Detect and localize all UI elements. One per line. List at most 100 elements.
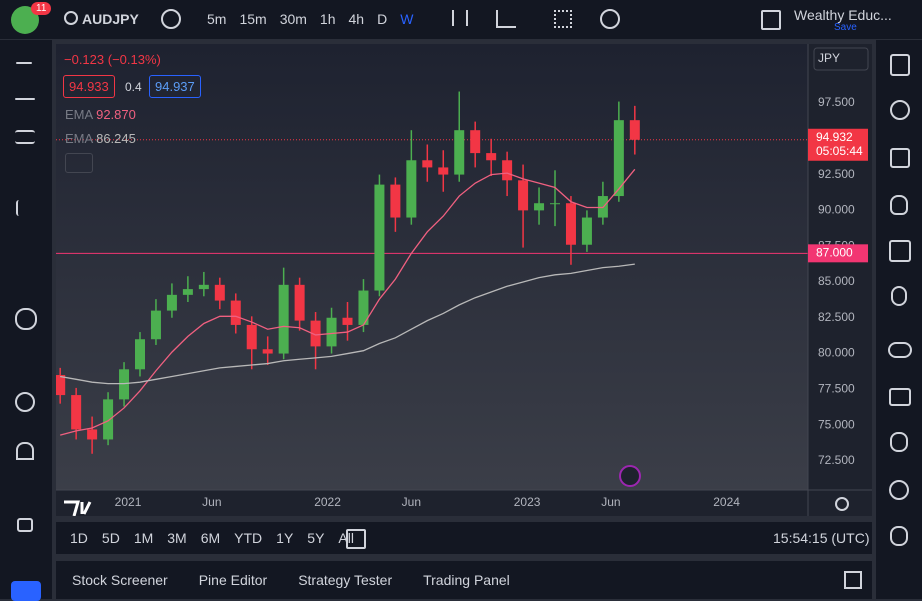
x-tick-label: 2021 xyxy=(115,495,142,509)
ema-value: 92.870 xyxy=(96,107,136,122)
indicators[interactable] xyxy=(496,10,516,28)
y-tick-label: 85.000 xyxy=(818,274,855,288)
clock: 15:54:15 (UTC) xyxy=(773,530,870,546)
candle-body xyxy=(390,184,401,218)
candle-body xyxy=(565,203,576,245)
interval[interactable]: 1h xyxy=(319,11,336,27)
ema-line xyxy=(60,263,635,385)
panel-tab[interactable]: Strategy Tester xyxy=(298,572,393,588)
y-tick-label: 80.000 xyxy=(818,346,855,360)
panel-tab[interactable]: Pine Editor xyxy=(198,572,268,588)
candle-body xyxy=(486,153,497,161)
range[interactable]: YTD xyxy=(234,530,263,546)
range[interactable]: 3M xyxy=(167,530,187,546)
panel: Stock Screener Pine Editor Strategy Tester… xyxy=(56,561,872,599)
y-tick-label: 77.500 xyxy=(818,382,855,396)
price-tag xyxy=(808,128,868,161)
layout-name[interactable]: Wealthy Educ... xyxy=(794,7,892,23)
candle-body xyxy=(454,130,465,175)
top-toolbar: 11 AUDJPY 5m 15m 30m 1h 4h D W Wealthy Educ...… xyxy=(0,0,922,40)
ema-name: EMA xyxy=(65,131,93,146)
candle-body xyxy=(470,130,481,154)
candle-body xyxy=(581,217,592,245)
badge: 11 xyxy=(31,2,52,15)
fullscreen[interactable] xyxy=(761,10,781,30)
collapse-legend[interactable] xyxy=(65,153,93,173)
plot xyxy=(56,91,808,454)
currency: JPY xyxy=(818,51,840,65)
change: −0.123 (−0.13%) xyxy=(64,52,161,67)
candle-body xyxy=(326,317,337,347)
candle-body xyxy=(502,160,513,181)
interval[interactable]: 30m xyxy=(279,11,307,27)
price-axis xyxy=(808,44,872,516)
candle-body xyxy=(119,369,130,400)
ema-legend: EMA 92.870 xyxy=(65,107,136,122)
search-icon xyxy=(64,11,78,25)
range[interactable]: 5Y xyxy=(307,530,325,546)
symbol[interactable]: AUDJPY xyxy=(82,11,139,27)
range[interactable]: 6M xyxy=(200,530,221,546)
price-tag-label: 94.932 xyxy=(816,130,853,144)
x-tick-label: 2022 xyxy=(314,495,341,509)
chart-type[interactable] xyxy=(452,10,468,26)
bottom-bar: 1D 5D 1M 3M 6M YTD 1Y 5Y All 15:54:15 (UTC) xyxy=(56,522,872,554)
ranges: 1D 5D 1M 3M 6M YTD 1Y 5Y All xyxy=(70,530,354,546)
time-axis xyxy=(56,490,808,516)
candle-body xyxy=(438,167,449,175)
spread: 0.4 xyxy=(125,80,142,94)
maximize[interactable] xyxy=(844,571,862,589)
x-tick-label: Jun xyxy=(202,495,221,509)
candle-body xyxy=(518,180,529,211)
y-tick-label: 90.000 xyxy=(818,203,855,217)
panel-tab[interactable]: Stock Screener xyxy=(72,572,168,588)
interval[interactable]: W xyxy=(400,11,414,27)
candle-body xyxy=(310,320,321,347)
alert[interactable] xyxy=(600,9,620,29)
candle-body xyxy=(613,120,624,197)
interval[interactable]: 15m xyxy=(239,11,267,27)
plot-area xyxy=(56,44,808,490)
interval[interactable]: D xyxy=(377,11,388,27)
interval[interactable]: 4h xyxy=(348,11,365,27)
panel-tabs: Stock Screener Pine Editor Strategy Tester… xyxy=(72,572,510,588)
interval[interactable]: 5m xyxy=(207,11,227,27)
sell-price[interactable]: 94.933 xyxy=(63,75,115,98)
panel-tab[interactable]: Trading Panel xyxy=(423,572,510,588)
tv-logo xyxy=(64,500,92,516)
candle-body xyxy=(629,120,640,140)
candle-body xyxy=(422,160,433,168)
ema-line xyxy=(60,168,636,436)
candle-body xyxy=(358,290,369,325)
right-toolbar xyxy=(876,40,922,599)
event-icon[interactable] xyxy=(619,465,641,487)
candle-body xyxy=(246,324,257,350)
y-tick-label: 97.500 xyxy=(818,95,855,109)
candle-body xyxy=(262,349,273,354)
left-toolbar xyxy=(0,40,52,601)
layouts[interactable] xyxy=(554,10,572,28)
x-tick-label: 2023 xyxy=(514,495,541,509)
buy-price[interactable]: 94.937 xyxy=(149,75,201,98)
candle-body xyxy=(294,284,305,321)
y-tick-label: 92.500 xyxy=(818,167,855,181)
x-tick-label: Jun xyxy=(601,495,620,509)
candle-body xyxy=(534,203,545,211)
settings[interactable] xyxy=(835,497,849,511)
save[interactable]: Save xyxy=(834,22,857,33)
y-tick-label: 72.500 xyxy=(818,453,855,467)
range[interactable]: 5D xyxy=(101,530,120,546)
add-symbol[interactable] xyxy=(161,9,181,29)
x-tick-label: 2024 xyxy=(713,495,740,509)
intervals: 5m 15m 30m 1h 4h D W xyxy=(207,11,413,27)
range[interactable]: 1Y xyxy=(276,530,294,546)
chart: JPY 72.500 75.000 77.500 80.000 82.500 85.000… xyxy=(56,44,872,516)
goto-date[interactable] xyxy=(346,529,366,549)
candle-body xyxy=(230,300,241,325)
range[interactable]: 1D xyxy=(70,530,88,546)
candle-body xyxy=(214,284,225,301)
currency-select[interactable] xyxy=(813,47,869,71)
range[interactable]: 1M xyxy=(133,530,154,546)
candle-body xyxy=(87,429,98,440)
